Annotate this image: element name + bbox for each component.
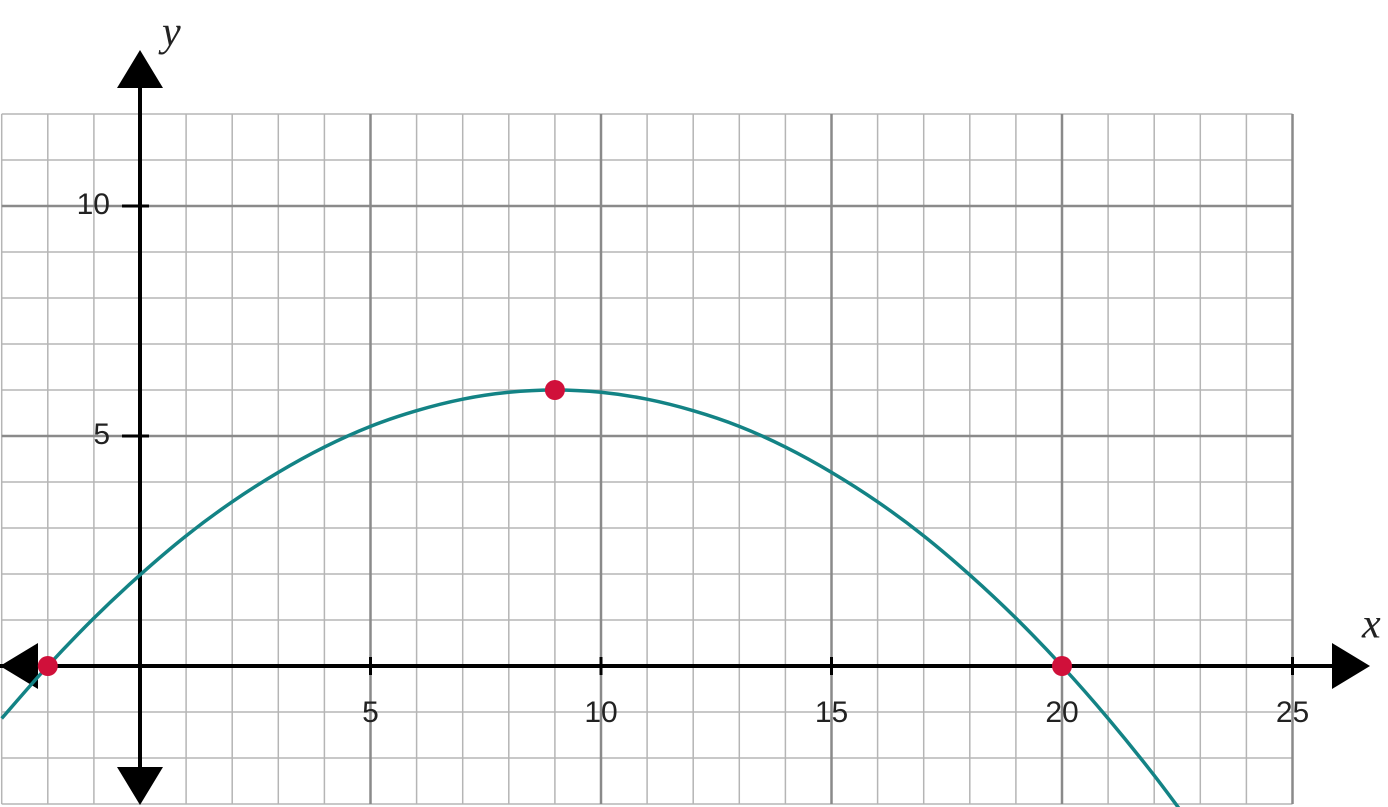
plot — [0, 388, 1181, 807]
y-tick-label: 10 — [77, 188, 110, 221]
point — [544, 380, 565, 400]
y-arrow-down — [117, 767, 163, 805]
y-tick-label: 5 — [93, 418, 110, 451]
grid — [0, 113, 1294, 805]
y-axis-title: y — [158, 10, 181, 56]
curve — [0, 388, 1181, 807]
y-arrow-up — [117, 50, 163, 88]
x-arrow-right — [1332, 643, 1370, 689]
x-tick-label: 10 — [584, 696, 617, 729]
point — [1052, 656, 1072, 676]
x-tick-label: 25 — [1276, 696, 1309, 729]
x-tick-label: 15 — [815, 696, 848, 729]
axes: x y 5 10 15 20 25 5 10 — [0, 10, 1381, 805]
x-tick-label: 20 — [1045, 696, 1078, 729]
x-axis-title: x — [1361, 602, 1381, 648]
point — [37, 656, 58, 676]
x-tick-label: 5 — [362, 696, 379, 729]
x-arrow-left — [0, 643, 38, 689]
